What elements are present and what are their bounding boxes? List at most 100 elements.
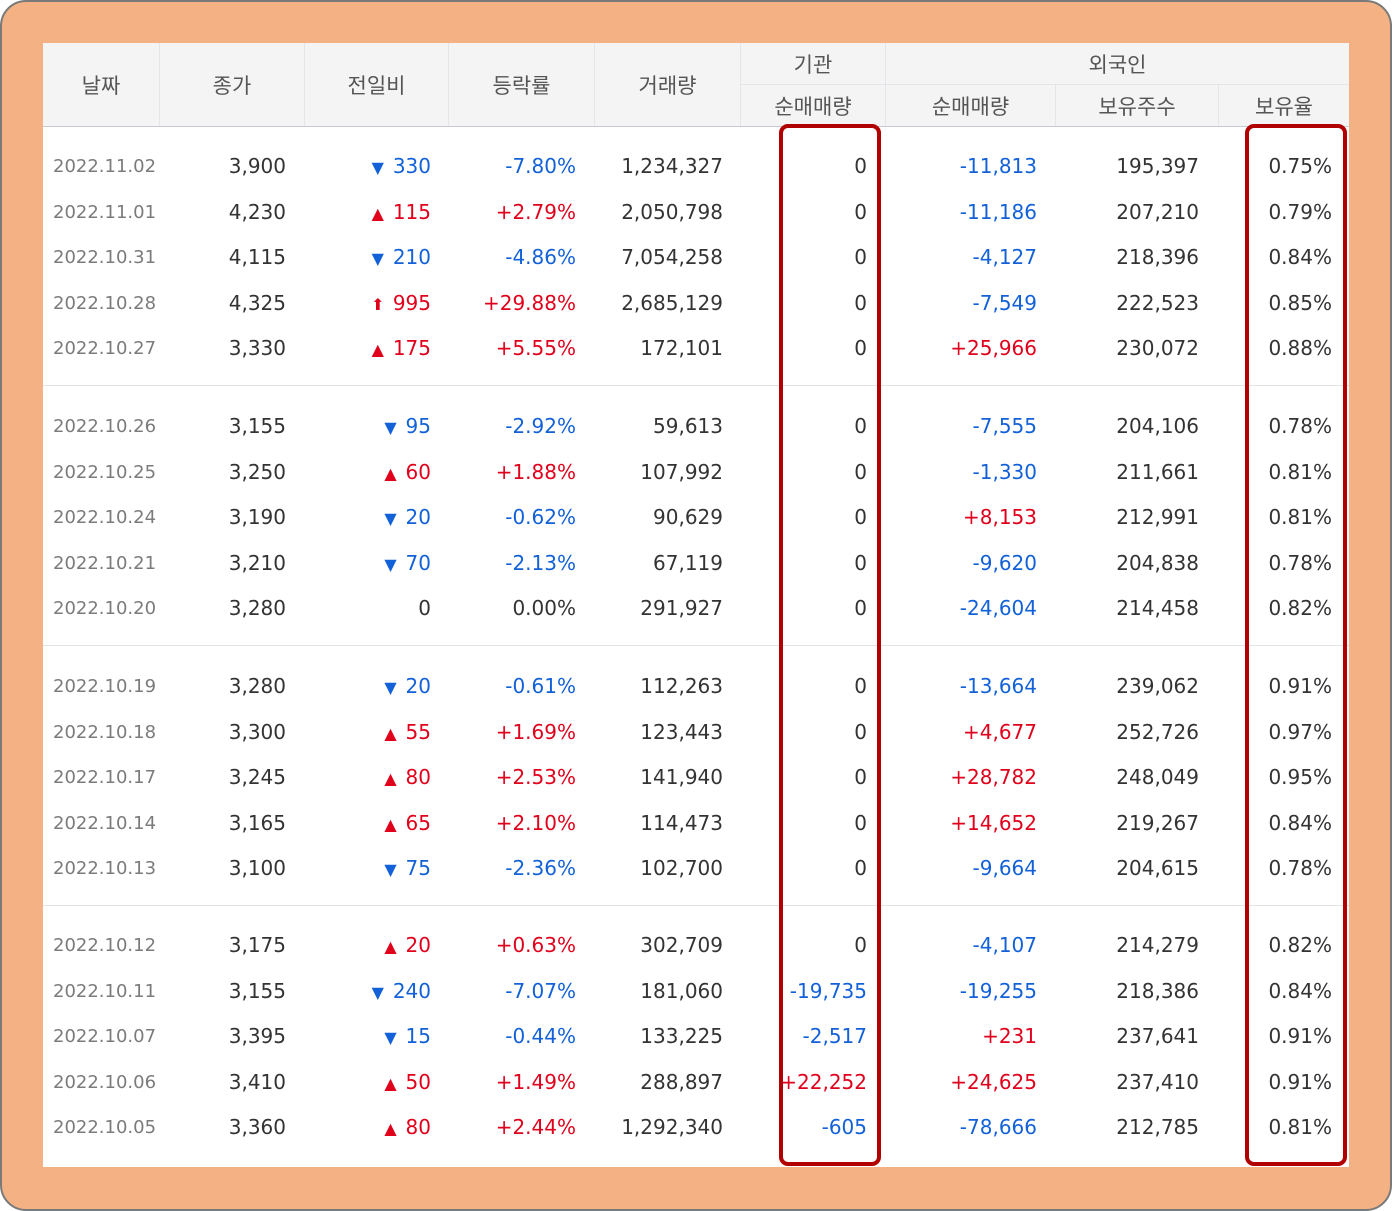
cell-rate: -2.36% xyxy=(505,856,576,880)
cell-close: 4,230 xyxy=(228,200,286,224)
cell-change: ▲ 60 xyxy=(305,450,431,495)
cell-date: 2022.10.11 xyxy=(53,981,157,1002)
cell-date: 2022.10.07 xyxy=(53,1026,157,1047)
cell-change: ▼ 20 xyxy=(305,664,431,709)
table-row: 2022.10.28 4,325 ⬆ 995 +29.88% 2,685,129 0 -7,5… xyxy=(43,281,1349,326)
cell-change: ▼ 75 xyxy=(305,846,431,891)
change-value: 0 xyxy=(418,596,431,620)
up-arrow-icon: ▲ xyxy=(384,1074,397,1093)
cell-holdings: 252,726 xyxy=(1116,720,1199,744)
header-holding-ratio[interactable]: 보유율 xyxy=(1255,94,1313,119)
cell-institution-net: -19,735 xyxy=(789,979,867,1003)
table-row: 2022.10.31 4,115 ▼ 210 -4.86% 7,054,258 0 -4,12… xyxy=(43,235,1349,280)
cell-close: 3,100 xyxy=(228,856,286,880)
cell-rate: -0.62% xyxy=(505,505,576,529)
cell-date: 2022.10.06 xyxy=(53,1072,157,1093)
institution-net-highlight xyxy=(779,124,881,1166)
cell-date: 2022.10.24 xyxy=(53,507,157,528)
cell-volume: 172,101 xyxy=(640,336,723,360)
cell-volume: 1,292,340 xyxy=(621,1115,723,1139)
cell-foreign-net: -4,107 xyxy=(972,933,1037,957)
cell-holdings: 212,991 xyxy=(1116,505,1199,529)
down-arrow-icon: ▼ xyxy=(384,509,397,528)
cell-date: 2022.10.27 xyxy=(53,338,157,359)
cell-change: ▼ 95 xyxy=(305,404,431,449)
cell-holdings: 195,397 xyxy=(1116,154,1199,178)
down-arrow-icon: ▼ xyxy=(384,555,397,574)
header-foreign-net[interactable]: 순매매량 xyxy=(931,94,1010,119)
up-arrow-icon: ▲ xyxy=(371,204,384,223)
header-date[interactable]: 날짜 xyxy=(81,73,121,98)
cell-close: 3,245 xyxy=(228,765,286,789)
cell-close: 3,395 xyxy=(228,1024,286,1048)
cell-holdings: 230,072 xyxy=(1116,336,1199,360)
header-rate[interactable]: 등락률 xyxy=(492,73,551,98)
cell-foreign-net: -9,620 xyxy=(972,551,1037,575)
change-value: 75 xyxy=(405,856,431,880)
cell-institution-net: 0 xyxy=(854,811,867,835)
group-divider xyxy=(43,385,1349,386)
cell-change: ▲ 115 xyxy=(305,190,431,235)
cell-institution-net: 0 xyxy=(854,720,867,744)
cell-date: 2022.10.26 xyxy=(53,416,157,437)
header-institution: 기관 xyxy=(793,52,833,77)
cell-close: 3,155 xyxy=(228,979,286,1003)
cell-holding-ratio: 0.82% xyxy=(1268,933,1332,957)
cell-change: 0 xyxy=(305,586,431,631)
cell-holding-ratio: 0.81% xyxy=(1268,460,1332,484)
cell-close: 3,280 xyxy=(228,674,286,698)
change-value: 175 xyxy=(392,336,431,360)
header-holdings[interactable]: 보유주수 xyxy=(1098,94,1176,119)
cell-close: 4,115 xyxy=(228,245,286,269)
table-row: 2022.10.20 3,280 0 0.00% 291,927 0 -24,604 214,… xyxy=(43,586,1349,631)
holding-ratio-highlight xyxy=(1245,124,1347,1166)
cell-close: 3,300 xyxy=(228,720,286,744)
table-row: 2022.11.02 3,900 ▼ 330 -7.80% 1,234,327 0 -11,8… xyxy=(43,144,1349,189)
change-value: 60 xyxy=(405,460,431,484)
table-row: 2022.10.19 3,280 ▼ 20 -0.61% 112,263 0 -13,664 2… xyxy=(43,664,1349,709)
cell-institution-net: 0 xyxy=(854,291,867,315)
table-row: 2022.10.21 3,210 ▼ 70 -2.13% 67,119 0 -9,620 204… xyxy=(43,541,1349,586)
cell-foreign-net: -7,549 xyxy=(972,291,1037,315)
cell-institution-net: 0 xyxy=(854,596,867,620)
change-value: 70 xyxy=(405,551,431,575)
header-close[interactable]: 종가 xyxy=(212,73,252,98)
cell-rate: +2.44% xyxy=(495,1115,576,1139)
cell-holding-ratio: 0.84% xyxy=(1268,245,1332,269)
cell-rate: +2.53% xyxy=(495,765,576,789)
cell-change: ▲ 175 xyxy=(305,326,431,371)
cell-foreign-net: +25,966 xyxy=(950,336,1037,360)
cell-institution-net: 0 xyxy=(854,245,867,269)
change-value: 55 xyxy=(405,720,431,744)
cell-foreign-net: -7,555 xyxy=(972,414,1037,438)
cell-date: 2022.10.31 xyxy=(53,247,157,268)
cell-foreign-net: -13,664 xyxy=(959,674,1037,698)
cell-change: ▼ 20 xyxy=(305,495,431,540)
cell-holdings: 218,386 xyxy=(1116,979,1199,1003)
table-row: 2022.10.25 3,250 ▲ 60 +1.88% 107,992 0 -1,330 21… xyxy=(43,450,1349,495)
cell-change: ▼ 330 xyxy=(305,144,431,189)
change-value: 20 xyxy=(405,674,431,698)
header-volume[interactable]: 거래량 xyxy=(638,73,697,98)
cell-date: 2022.10.21 xyxy=(53,553,157,574)
header-change[interactable]: 전일비 xyxy=(347,73,406,98)
cell-date: 2022.10.20 xyxy=(53,598,157,619)
cell-holding-ratio: 0.84% xyxy=(1268,979,1332,1003)
cell-rate: -4.86% xyxy=(505,245,576,269)
cell-close: 3,410 xyxy=(228,1070,286,1094)
cell-rate: +1.49% xyxy=(495,1070,576,1094)
cell-holding-ratio: 0.91% xyxy=(1268,1024,1332,1048)
cell-institution-net: 0 xyxy=(854,414,867,438)
cell-close: 3,190 xyxy=(228,505,286,529)
down-arrow-icon: ▼ xyxy=(371,983,384,1002)
up-arrow-icon: ▲ xyxy=(384,815,397,834)
cell-foreign-net: -11,813 xyxy=(959,154,1037,178)
cell-close: 3,360 xyxy=(228,1115,286,1139)
cell-foreign-net: -24,604 xyxy=(959,596,1037,620)
change-value: 50 xyxy=(405,1070,431,1094)
cell-holdings: 204,838 xyxy=(1116,551,1199,575)
cell-date: 2022.10.25 xyxy=(53,462,157,483)
header-institution-net[interactable]: 순매매량 xyxy=(774,94,852,119)
change-value: 240 xyxy=(392,979,431,1003)
cell-close: 3,175 xyxy=(228,933,286,957)
